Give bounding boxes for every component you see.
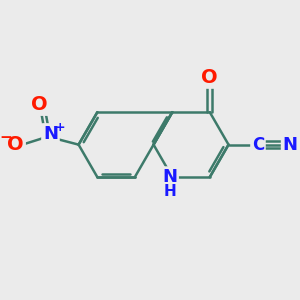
- Text: +: +: [55, 121, 65, 134]
- Text: O: O: [202, 68, 218, 87]
- Text: C: C: [252, 136, 264, 154]
- Text: N: N: [283, 136, 298, 154]
- Text: H: H: [163, 184, 176, 199]
- Text: N: N: [162, 168, 177, 186]
- Text: −: −: [0, 130, 12, 146]
- Text: N: N: [43, 125, 58, 143]
- Text: O: O: [32, 95, 48, 114]
- Text: O: O: [8, 135, 24, 154]
